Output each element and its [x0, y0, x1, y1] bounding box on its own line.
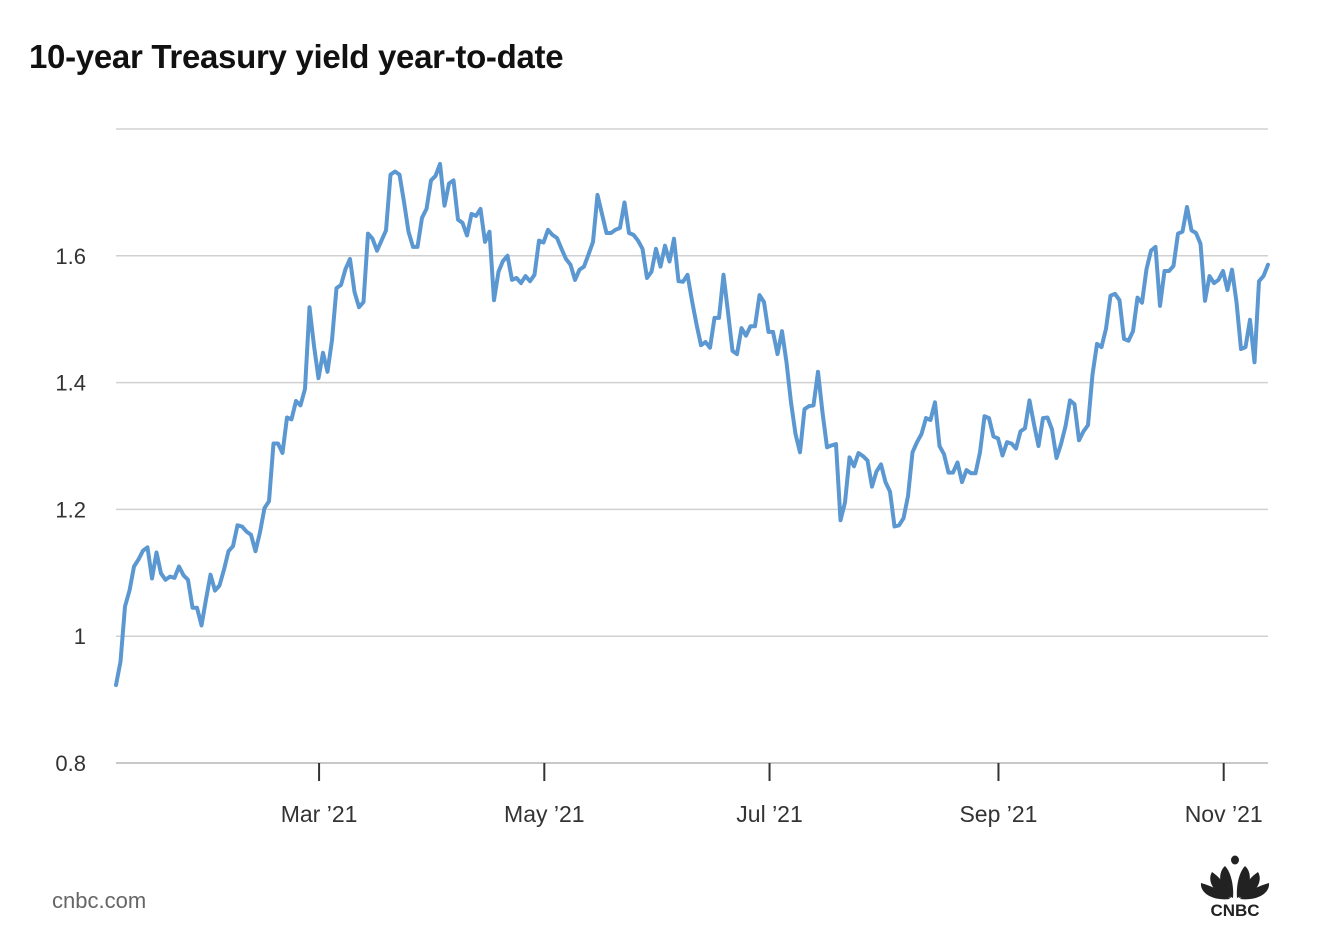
y-tick-label: 1: [74, 624, 86, 649]
cnbc-peacock-logo: CNBC: [1200, 855, 1270, 918]
x-tick-label: Nov ’21: [1185, 801, 1263, 827]
y-tick-label: 0.8: [55, 751, 86, 776]
x-tick-label: Mar ’21: [281, 801, 358, 827]
x-tick-label: May ’21: [504, 801, 585, 827]
source-credit: cnbc.com: [52, 888, 147, 913]
series-line: [114, 161, 1270, 687]
y-axis: 0.8 1 1.2 1.4 1.6: [55, 244, 86, 776]
x-tick-label: Jul ’21: [736, 801, 802, 827]
cnbc-logo-text: CNBC: [1210, 901, 1259, 918]
gridlines: [116, 128, 1268, 764]
series-layer: [114, 161, 1270, 687]
x-axis: Mar ’21 May ’21 Jul ’21 Sep ’21 Nov ’21: [281, 763, 1263, 827]
y-tick-label: 1.2: [55, 497, 86, 522]
x-tick-label: Sep ’21: [959, 801, 1037, 827]
chart-title: 10-year Treasury yield year-to-date: [29, 38, 564, 75]
y-tick-label: 1.4: [55, 371, 86, 396]
y-tick-label: 1.6: [55, 244, 86, 269]
